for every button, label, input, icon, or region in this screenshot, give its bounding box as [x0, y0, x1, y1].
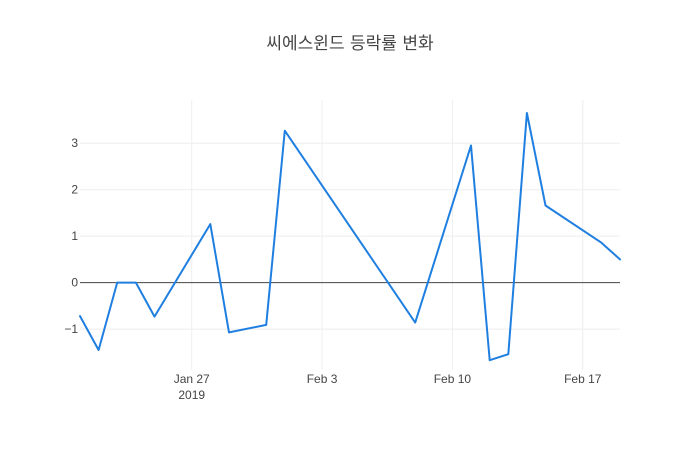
- chart-title: 씨에스윈드 등락률 변화: [266, 34, 434, 54]
- x-tick-label: Jan 27: [174, 372, 210, 386]
- x-tick-sublabel: 2019: [178, 388, 205, 402]
- x-tick-label: Feb 17: [564, 372, 602, 386]
- y-tick-label: 3: [71, 136, 78, 150]
- series-layer: [79, 112, 621, 362]
- y-tick-label: −1: [64, 322, 78, 336]
- gridlines: [80, 100, 620, 370]
- y-tick-label: 2: [71, 183, 78, 197]
- x-tick-label: Feb 10: [434, 372, 472, 386]
- series-line: [79, 112, 621, 362]
- y-tick-label: 0: [71, 276, 78, 290]
- y-tick-label: 1: [71, 229, 78, 243]
- x-tick-label: Feb 3: [307, 372, 338, 386]
- axes: Jan 27 2019 Feb 3 Feb 10 Feb 17 −1 0 1 2 3: [64, 136, 601, 402]
